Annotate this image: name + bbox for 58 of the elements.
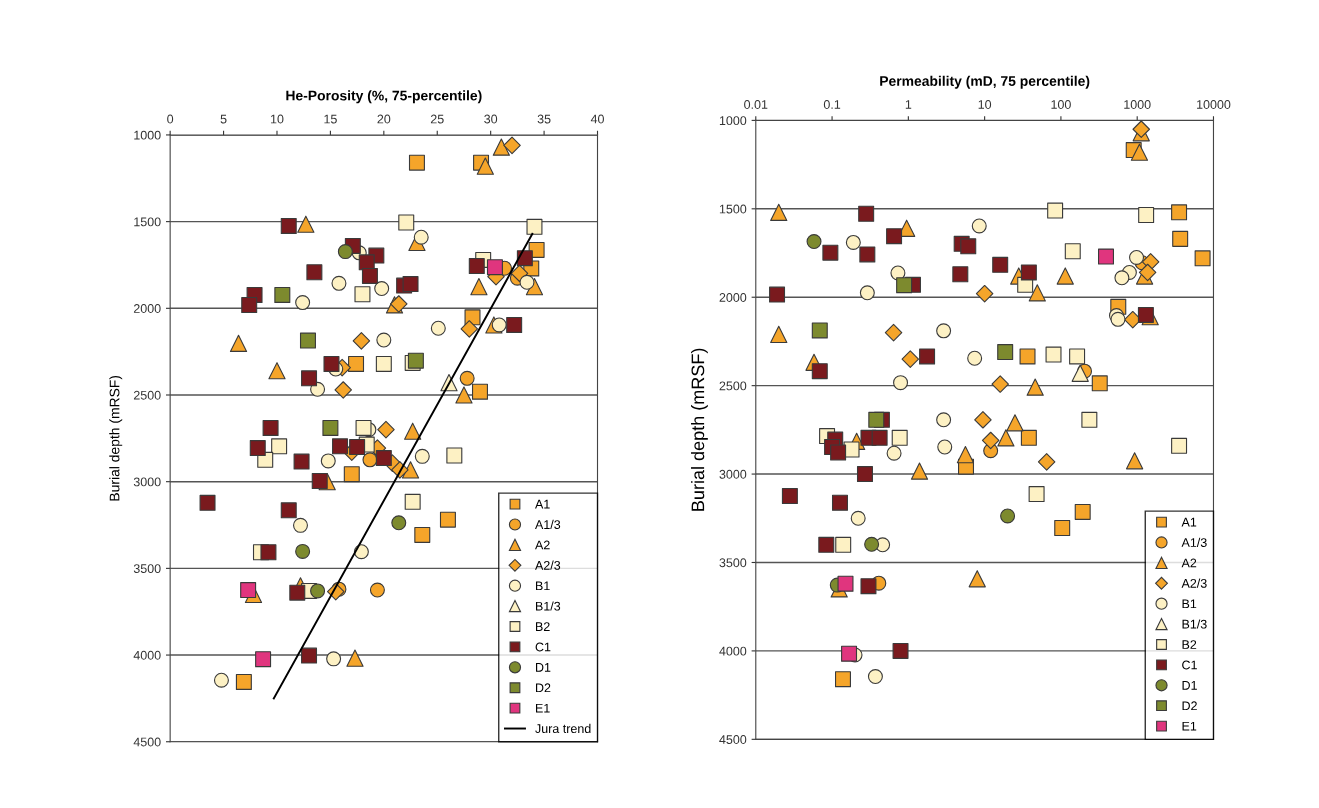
x-tick-label: 10000: [1197, 100, 1231, 109]
x-tick-label: 10: [270, 114, 284, 124]
legend-label: A1: [535, 499, 550, 509]
x-axis-title: He-Porosity (%, 75-percentile): [286, 90, 482, 104]
x-tick-label: 0.1: [823, 100, 841, 109]
x-tick-label: 30: [484, 114, 498, 124]
x-tick-label: 5: [220, 114, 227, 124]
legend-label: C1: [1182, 660, 1197, 670]
legend-label: A2: [1181, 558, 1197, 568]
x-axis-title: Permeability (mD, 75 percentile): [880, 75, 1090, 89]
x-tick-label: 15: [324, 114, 337, 124]
y-tick-label: 4000: [719, 646, 747, 656]
y-tick-label: 2500: [133, 390, 161, 400]
legend-label: E1: [536, 703, 550, 713]
x-tick-label: 1000: [1124, 100, 1151, 109]
y-tick-label: 2000: [133, 304, 161, 313]
legend-label: A1/3: [1181, 537, 1207, 547]
x-tick-label: 10: [978, 100, 992, 109]
x-tick-label: 1: [905, 100, 912, 109]
legend-label: D2: [1182, 701, 1197, 711]
y-tick-label: 2000: [719, 293, 747, 302]
y-tick-label: 3000: [133, 477, 161, 487]
y-tick-label: 3500: [719, 558, 747, 568]
legend-label: B1: [1182, 599, 1197, 609]
x-tick-label: 100: [1051, 100, 1071, 109]
y-tick-label: 1500: [134, 217, 161, 227]
y-tick-label: 3000: [719, 469, 747, 479]
legend-label: A1: [1181, 517, 1197, 527]
y-tick-label: 2500: [719, 381, 747, 391]
legend-label: A2/3: [1181, 578, 1207, 588]
y-tick-label: 1000: [134, 130, 161, 140]
legend-label: B2: [1182, 640, 1197, 649]
x-tick-label: 0: [167, 114, 174, 124]
legend-label: A1/3: [535, 519, 561, 529]
y-tick-label: 4500: [133, 737, 161, 747]
legend-label: A2: [535, 540, 550, 550]
legend-label: C1: [535, 642, 551, 652]
y-tick-label: 1500: [719, 204, 747, 214]
legend-label: B1/3: [536, 601, 561, 611]
legend-label: B1: [536, 581, 550, 591]
x-tick-label: 0.01: [744, 100, 768, 109]
legend-label: E1: [1182, 721, 1197, 731]
x-tick-label: 35: [537, 114, 551, 124]
legend-label: D1: [536, 663, 551, 672]
y-tick-label: 3500: [133, 564, 161, 574]
legend-label: B2: [536, 622, 550, 631]
y-tick-label: 4000: [133, 650, 161, 660]
y-axis-title: Burial depth (mRSF): [109, 375, 123, 501]
legend-label: Jura trend: [535, 723, 591, 734]
legend-label: B1/3: [1182, 619, 1207, 629]
y-tick-label: 4500: [719, 735, 747, 744]
y-axis-title: Burial depth (mRSF): [691, 348, 708, 511]
legend-label: D1: [1182, 681, 1197, 690]
x-tick-label: 20: [377, 114, 391, 124]
x-tick-label: 40: [590, 114, 604, 124]
legend-label: A2/3: [535, 560, 561, 570]
x-tick-label: 25: [430, 114, 444, 124]
legend-label: D2: [536, 683, 551, 693]
